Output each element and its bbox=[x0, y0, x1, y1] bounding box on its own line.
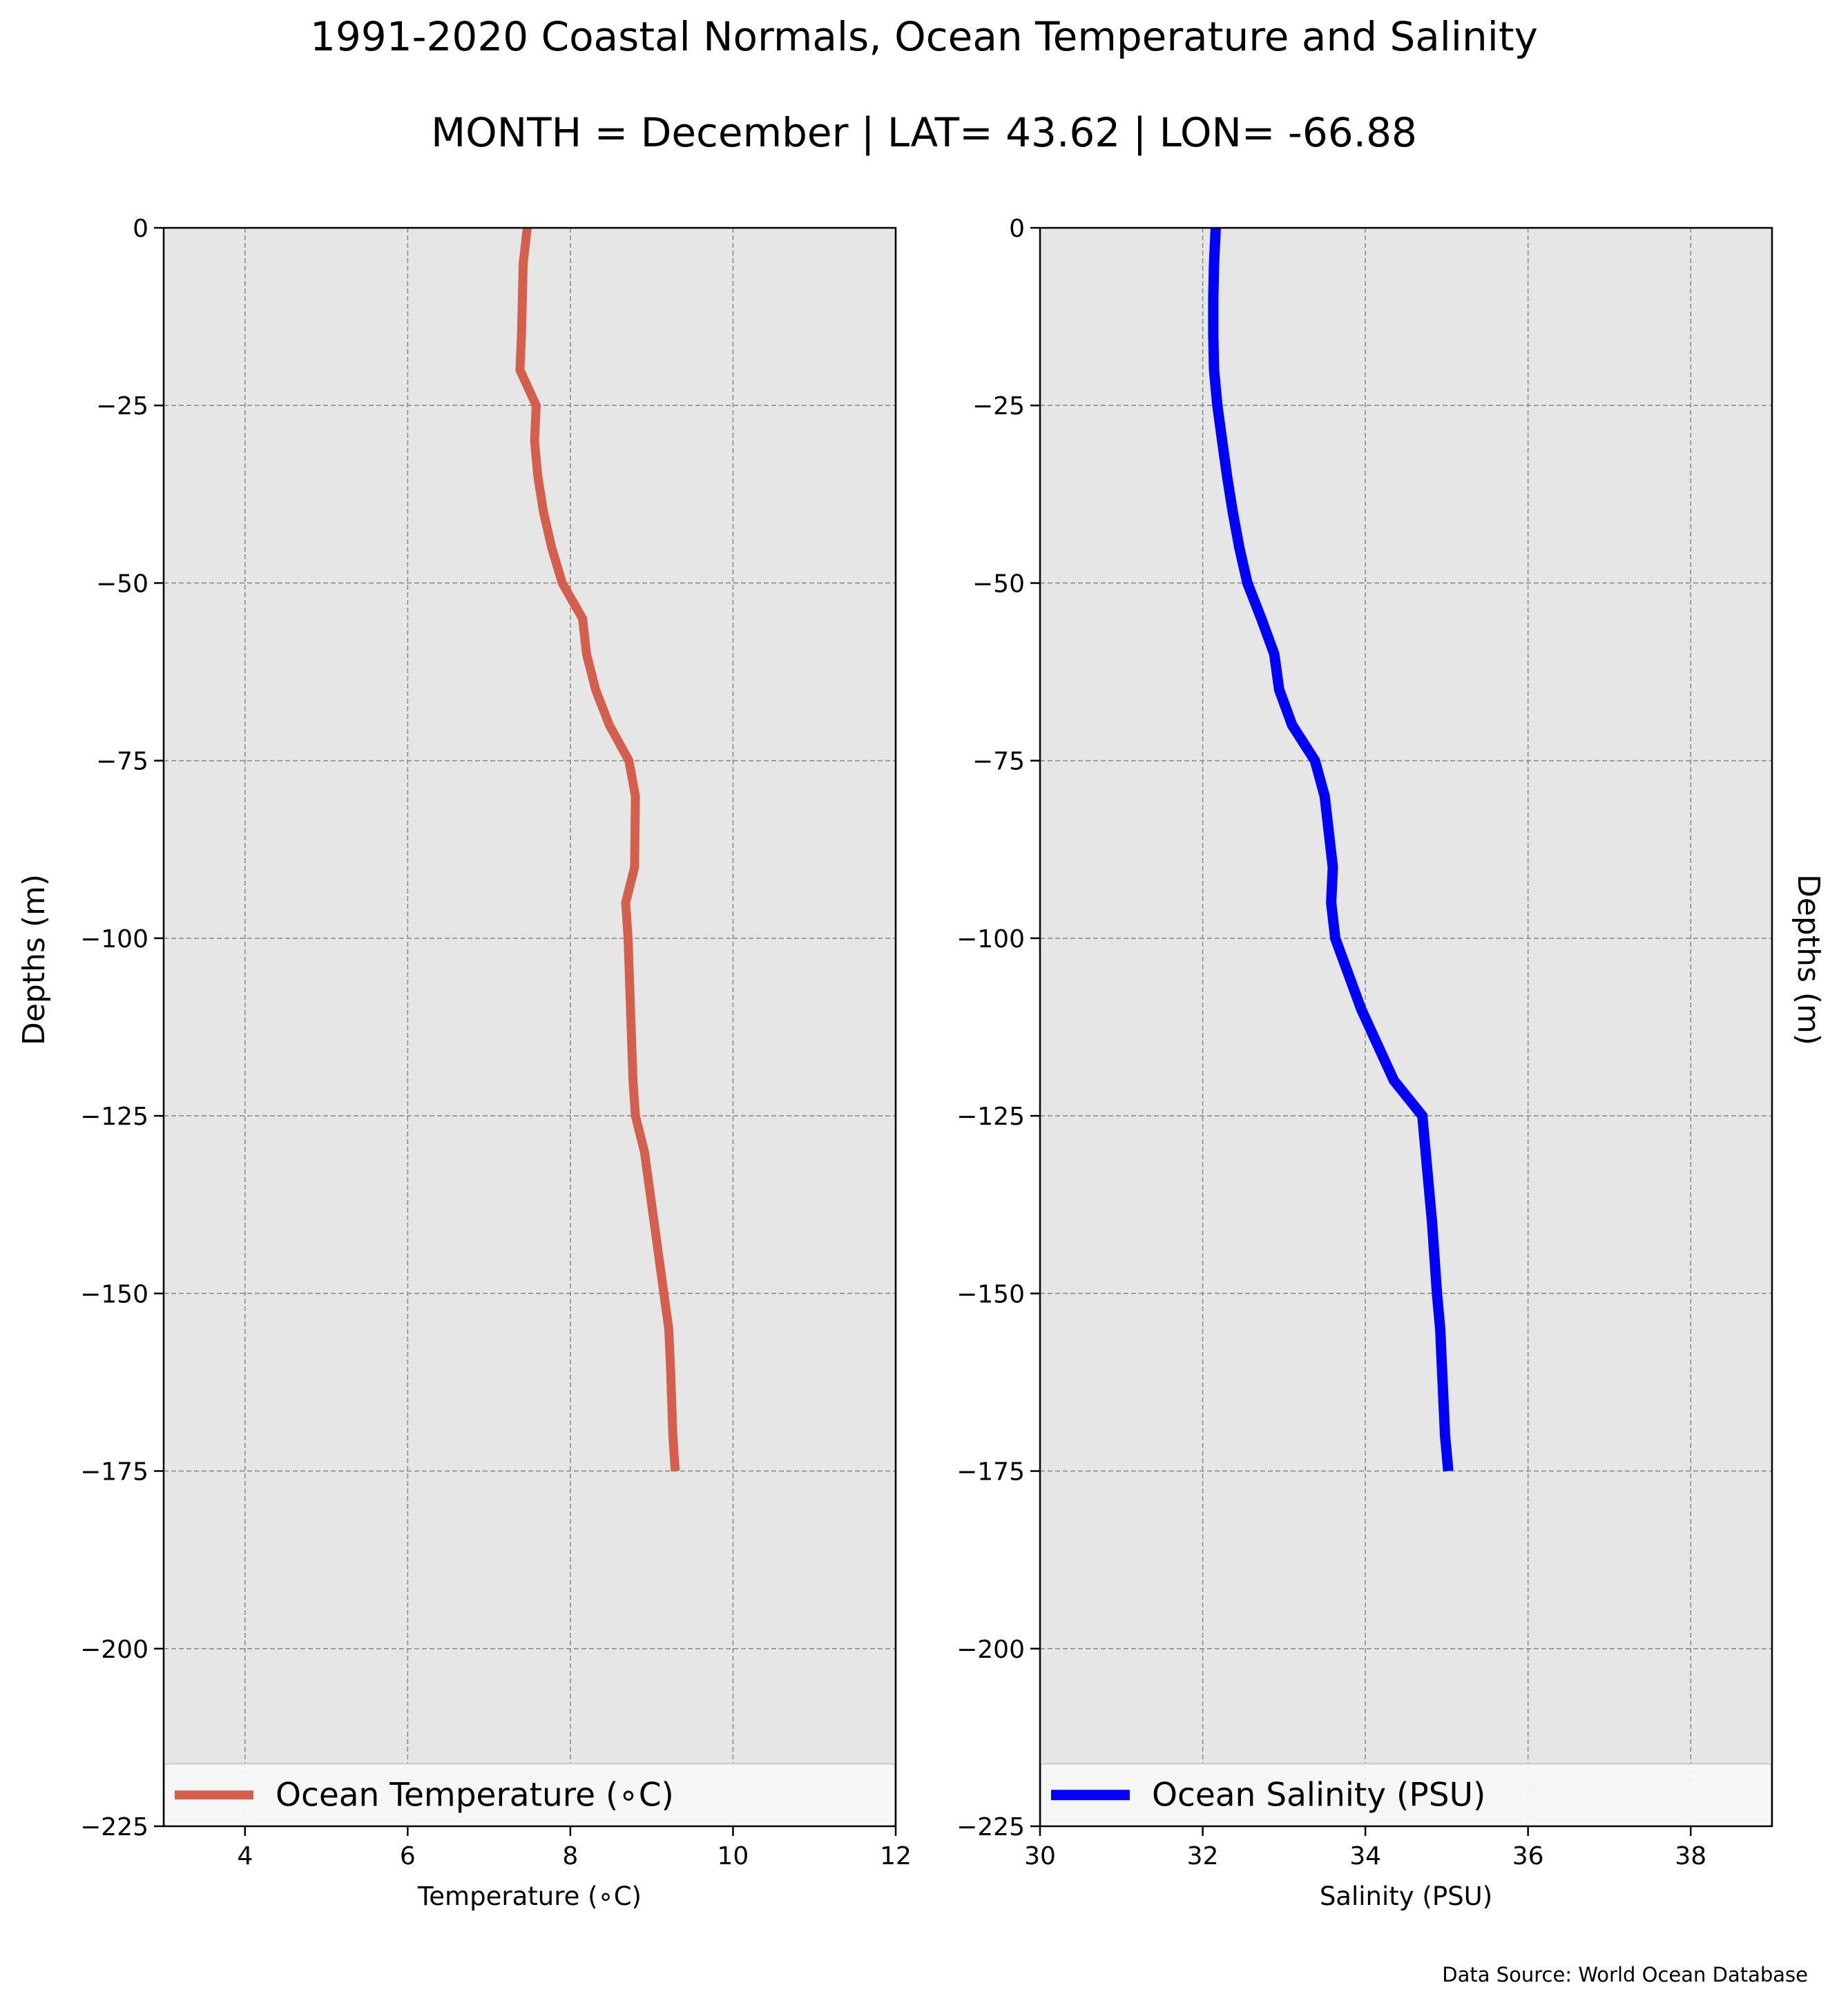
x-tick-label: 6 bbox=[400, 1842, 416, 1870]
series-line-0 bbox=[1208, 227, 1454, 1472]
x-tick-label: 8 bbox=[562, 1842, 578, 1870]
y-tick-label: −200 bbox=[80, 1636, 148, 1664]
series-line-0 bbox=[515, 227, 680, 1472]
y-tick-label: −225 bbox=[80, 1813, 148, 1841]
legend-label-0: Ocean Temperature (∘C) bbox=[276, 1777, 674, 1815]
x-tick-label: 4 bbox=[237, 1842, 253, 1870]
y-tick-label: −25 bbox=[972, 392, 1025, 420]
x-tick-label: 36 bbox=[1512, 1842, 1544, 1870]
y-tick-label: −50 bbox=[972, 570, 1025, 598]
x-tick-label: 10 bbox=[718, 1842, 749, 1870]
y-tick-label: −25 bbox=[96, 392, 148, 420]
y-tick-label: −125 bbox=[80, 1103, 148, 1131]
chart-title: 1991-2020 Coastal Normals, Ocean Tempera… bbox=[310, 13, 1538, 60]
legend-label-0: Ocean Salinity (PSU) bbox=[1152, 1777, 1485, 1815]
y-tick-label: −75 bbox=[96, 748, 148, 776]
y-tick-label: −100 bbox=[956, 925, 1025, 954]
salinity-panel: Ocean Salinity (PSU) 0 −25 −50 −75 −100 −125 −1… bbox=[956, 215, 1773, 1911]
y-tick-label: 0 bbox=[1009, 215, 1025, 243]
y-tick-label: −225 bbox=[956, 1813, 1025, 1841]
y-tick-label: −175 bbox=[956, 1458, 1025, 1487]
y-tick-label: 0 bbox=[133, 215, 148, 243]
x-tick-label: 34 bbox=[1349, 1842, 1381, 1870]
y-axis-label-left: Depths (m) bbox=[17, 874, 52, 1045]
data-source-note: Data Source: World Ocean Database bbox=[1442, 1963, 1808, 1986]
temperature-panel: Ocean Temperature (∘C) 0 −25 −50 −75 −100 −125… bbox=[80, 215, 912, 1911]
x-tick-label: 32 bbox=[1187, 1842, 1219, 1870]
axes-frame bbox=[162, 226, 897, 1828]
y-tick-label: −175 bbox=[80, 1458, 148, 1487]
x-axis-label: Salinity (PSU) bbox=[1320, 1881, 1492, 1911]
x-axis-label: Temperature (∘C) bbox=[417, 1881, 642, 1911]
x-tick-label: 30 bbox=[1024, 1842, 1056, 1870]
chart-subtitle: MONTH = December | LAT= 43.62 | LON= -66… bbox=[431, 109, 1417, 156]
y-axis-label-right: Depths (m) bbox=[1791, 874, 1826, 1045]
plot-area bbox=[1040, 228, 1772, 1826]
y-tick-label: −100 bbox=[80, 925, 148, 954]
x-tick-label: 38 bbox=[1675, 1842, 1706, 1870]
plot-area bbox=[164, 228, 896, 1826]
x-tick-label: 12 bbox=[880, 1842, 912, 1870]
y-tick-label: −150 bbox=[80, 1280, 148, 1308]
y-tick-label: −50 bbox=[96, 570, 148, 598]
y-tick-label: −125 bbox=[956, 1103, 1025, 1131]
y-tick-label: −150 bbox=[956, 1280, 1025, 1308]
y-tick-label: −200 bbox=[956, 1636, 1025, 1664]
axes-frame bbox=[1039, 226, 1773, 1828]
y-tick-label: −75 bbox=[972, 748, 1025, 776]
